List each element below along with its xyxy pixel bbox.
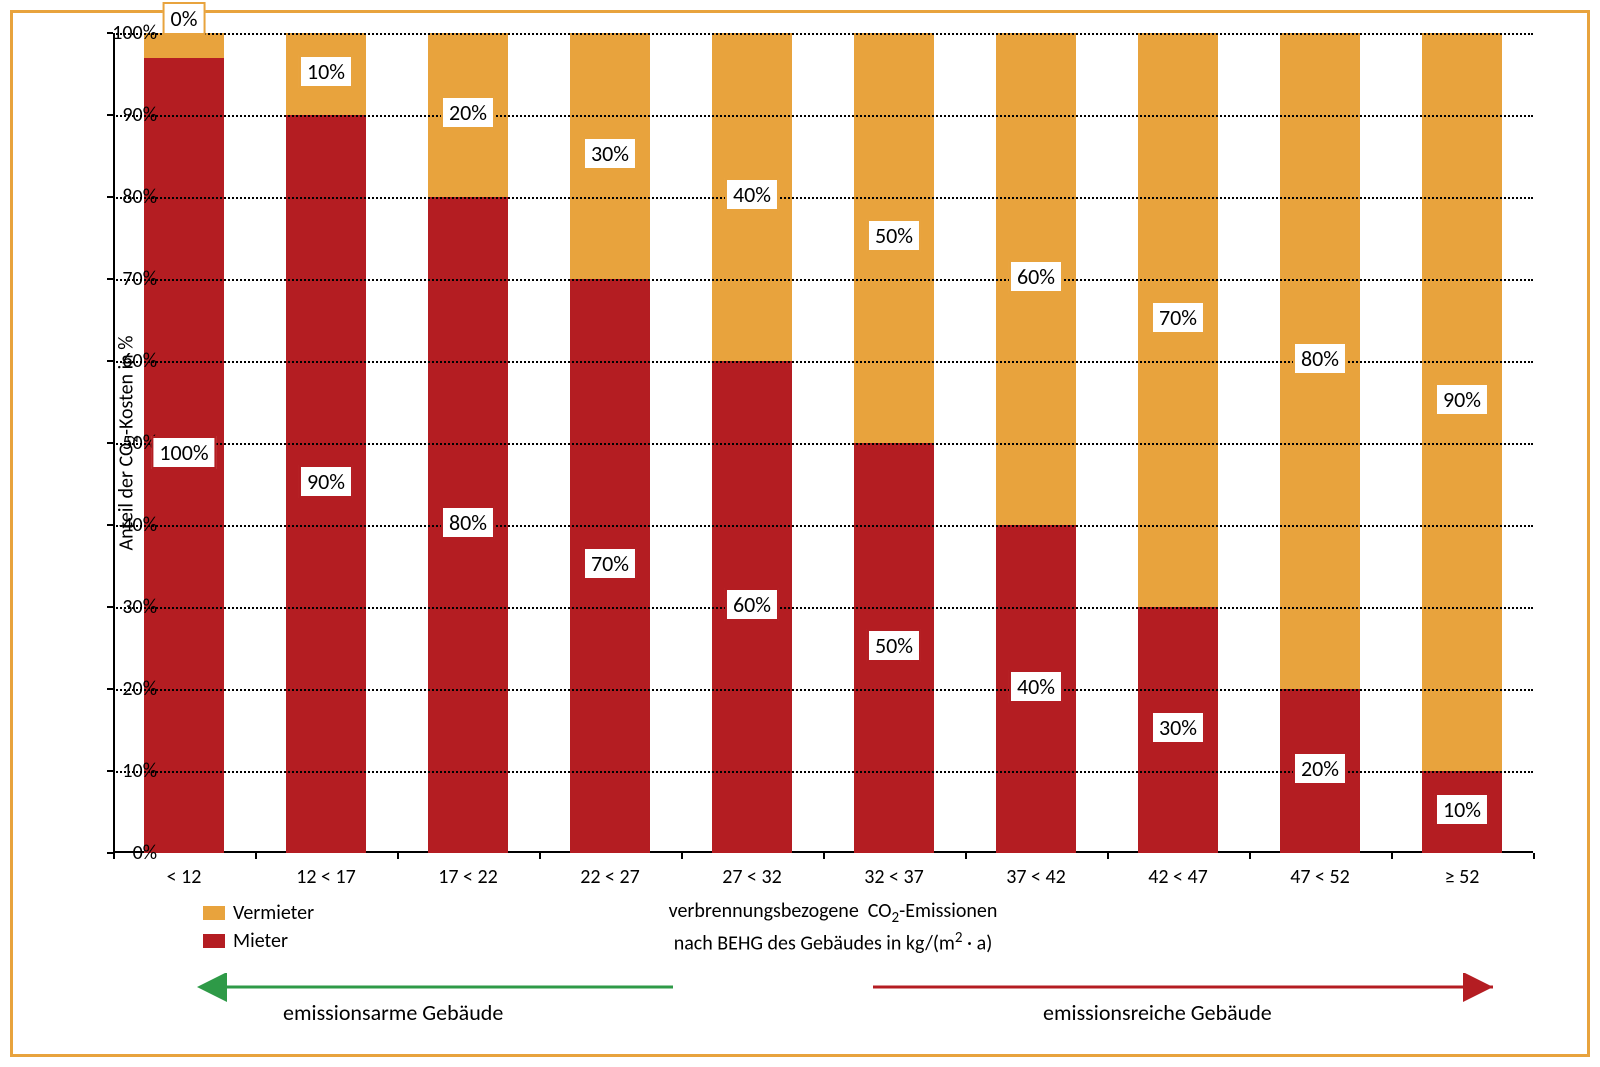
bar-label-mieter: 90% (299, 465, 353, 498)
x-category-label: 17 < 22 (403, 865, 533, 889)
arrow-label-left: emissionsarme Gebäude (283, 999, 503, 1026)
bar-label-vermieter: 40% (725, 178, 779, 211)
x-tick (823, 853, 825, 859)
bar-label-mieter: 60% (725, 588, 779, 621)
y-tick-label: 40% (97, 513, 157, 537)
y-tick-label: 0% (97, 841, 157, 865)
x-axis-title: verbrennungsbezogene CO2-Emissionen nach… (483, 898, 1183, 956)
x-tick (1533, 853, 1535, 859)
x-tick (1391, 853, 1393, 859)
x-category-label: 37 < 42 (971, 865, 1101, 889)
bar-group: 100%0% (144, 33, 224, 853)
legend-swatch-mieter (203, 934, 225, 948)
bar-label-vermieter: 0% (163, 2, 206, 35)
plot-area: 100%0% 90% 10% 80% 20% 70% 30% 60% 40% 50% 50% 40% 6… (113, 33, 1533, 853)
x-category-label: 42 < 47 (1113, 865, 1243, 889)
bar-label-mieter: 50% (867, 629, 921, 662)
bar-label-mieter: 20% (1293, 752, 1347, 785)
grid-line (113, 689, 1533, 691)
bar-label-mieter: 100% (151, 436, 216, 469)
arrows-region: emissionsarme Gebäude emissionsreiche Ge… (113, 973, 1533, 1043)
bar-label-mieter: 80% (441, 506, 495, 539)
bar-label-vermieter: 60% (1009, 260, 1063, 293)
legend: Vermieter Mieter (203, 901, 314, 957)
grid-line (113, 279, 1533, 281)
grid-line (113, 607, 1533, 609)
x-tick (1249, 853, 1251, 859)
y-tick-label: 30% (97, 595, 157, 619)
bar-label-vermieter: 20% (441, 96, 495, 129)
grid-line (113, 525, 1533, 527)
grid-line (113, 443, 1533, 445)
bar-label-vermieter: 30% (583, 137, 637, 170)
x-category-label: 27 < 32 (687, 865, 817, 889)
bar-label-vermieter: 10% (299, 55, 353, 88)
legend-label-mieter: Mieter (233, 929, 288, 953)
bar-label-vermieter: 50% (867, 219, 921, 252)
bar-label-mieter: 10% (1435, 793, 1489, 826)
legend-item-mieter: Mieter (203, 929, 314, 953)
y-tick-label: 70% (97, 267, 157, 291)
x-category-label: 47 < 52 (1255, 865, 1385, 889)
y-tick-label: 90% (97, 103, 157, 127)
x-tick (539, 853, 541, 859)
x-tick (681, 853, 683, 859)
x-category-label: 12 < 17 (261, 865, 391, 889)
x-category-label: 32 < 37 (829, 865, 959, 889)
x-tick (965, 853, 967, 859)
bar-label-mieter: 40% (1009, 670, 1063, 703)
chart-frame: Anteil der CO2-Kosten in % 100%0%90%10%8… (10, 10, 1590, 1057)
grid-line (113, 33, 1533, 35)
x-category-label: ≥ 52 (1397, 865, 1527, 889)
legend-label-vermieter: Vermieter (233, 901, 314, 925)
y-tick-label: 60% (97, 349, 157, 373)
grid-line (113, 115, 1533, 117)
bar-label-vermieter: 80% (1293, 342, 1347, 375)
bar-label-mieter: 30% (1151, 711, 1205, 744)
bar-label-vermieter: 70% (1151, 301, 1205, 334)
x-category-label: < 12 (119, 865, 249, 889)
y-tick-label: 100% (97, 21, 157, 45)
legend-item-vermieter: Vermieter (203, 901, 314, 925)
y-tick-label: 80% (97, 185, 157, 209)
x-tick (255, 853, 257, 859)
x-category-label: 22 < 27 (545, 865, 675, 889)
y-tick-label: 10% (97, 759, 157, 783)
y-tick-label: 50% (97, 431, 157, 455)
bar-label-mieter: 70% (583, 547, 637, 580)
x-tick (1107, 853, 1109, 859)
x-tick (397, 853, 399, 859)
legend-swatch-vermieter (203, 906, 225, 920)
bar-label-vermieter: 90% (1435, 383, 1489, 416)
grid-line (113, 197, 1533, 199)
arrow-label-right: emissionsreiche Gebäude (1043, 999, 1272, 1026)
y-tick-label: 20% (97, 677, 157, 701)
